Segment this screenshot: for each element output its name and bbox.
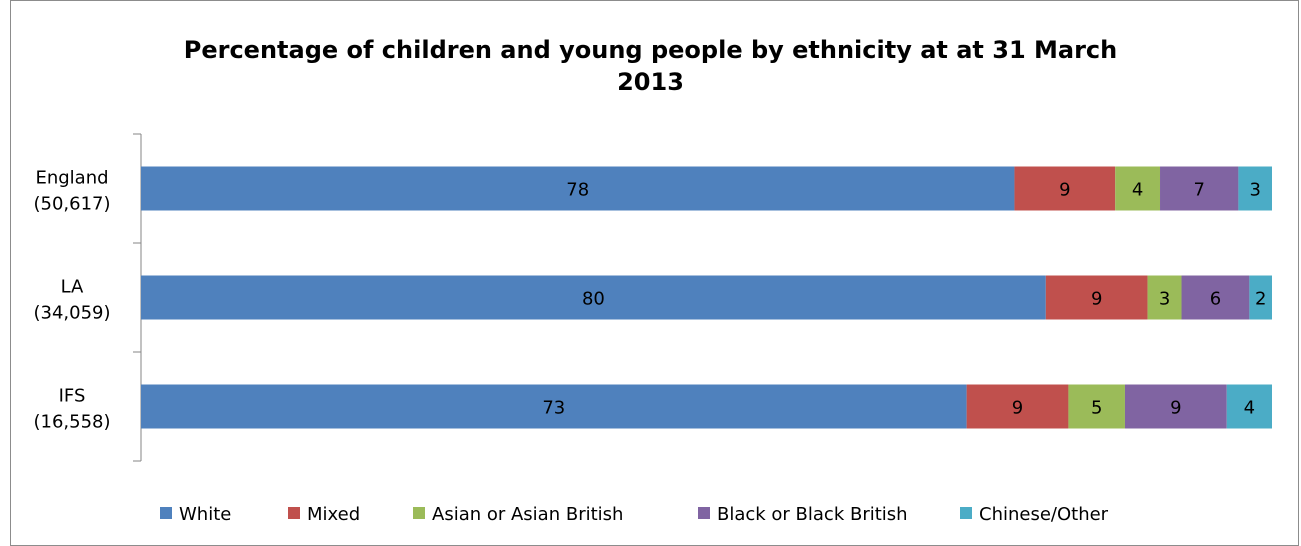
data-label: 9 bbox=[1091, 289, 1102, 310]
data-label: 9 bbox=[1012, 398, 1023, 419]
chart-title-line2: 2013 bbox=[617, 68, 684, 96]
data-label: 73 bbox=[542, 398, 565, 419]
legend-swatch bbox=[160, 507, 172, 519]
legend-swatch bbox=[413, 507, 425, 519]
data-label: 5 bbox=[1091, 398, 1102, 419]
data-label: 4 bbox=[1132, 180, 1143, 201]
bar-segment-mixed bbox=[1045, 275, 1148, 320]
bar-segment-white bbox=[141, 166, 1015, 211]
data-label: 7 bbox=[1193, 180, 1204, 201]
bar-segment-chinese-other bbox=[1238, 166, 1272, 211]
data-label: 80 bbox=[582, 289, 605, 310]
category-label-line1: IFS bbox=[59, 386, 86, 407]
bar-segment-black-or-black-british bbox=[1181, 275, 1250, 320]
chart-title: Percentage of children and young people … bbox=[0, 34, 1301, 98]
bar-segment-white bbox=[141, 275, 1046, 320]
category-label-line1: England bbox=[35, 168, 108, 189]
bar-segment-white bbox=[141, 384, 967, 429]
chart-title-line1: Percentage of children and young people … bbox=[183, 36, 1118, 64]
bar-segment-asian-or-asian-british bbox=[1068, 384, 1125, 429]
legend-label: Mixed bbox=[307, 504, 360, 525]
category-label-line1: LA bbox=[61, 277, 84, 298]
bar-segment-black-or-black-british bbox=[1124, 384, 1227, 429]
data-label: 3 bbox=[1159, 289, 1170, 310]
legend-swatch bbox=[288, 507, 300, 519]
legend-label: Asian or Asian British bbox=[432, 504, 623, 525]
chart-frame bbox=[10, 0, 1299, 546]
bar-segment-mixed bbox=[1014, 166, 1116, 211]
bar-segment-mixed bbox=[966, 384, 1069, 429]
legend-swatch bbox=[698, 507, 710, 519]
data-label: 3 bbox=[1249, 180, 1260, 201]
category-label-line2: (16,558) bbox=[33, 412, 110, 433]
legend-label: Black or Black British bbox=[717, 504, 908, 525]
legend-label: White bbox=[179, 504, 231, 525]
data-label: 9 bbox=[1170, 398, 1181, 419]
data-label: 2 bbox=[1255, 289, 1266, 310]
data-label: 9 bbox=[1059, 180, 1070, 201]
data-label: 6 bbox=[1210, 289, 1221, 310]
bar-segment-chinese-other bbox=[1249, 275, 1272, 320]
legend-label: Chinese/Other bbox=[979, 504, 1109, 525]
data-label: 78 bbox=[566, 180, 589, 201]
bar-segment-chinese-other bbox=[1226, 384, 1272, 429]
category-label-line2: (50,617) bbox=[33, 194, 110, 215]
bar-segment-black-or-black-british bbox=[1160, 166, 1239, 211]
category-label-line2: (34,059) bbox=[33, 303, 110, 324]
legend-swatch bbox=[960, 507, 972, 519]
data-label: 4 bbox=[1244, 398, 1255, 419]
bar-segment-asian-or-asian-british bbox=[1115, 166, 1161, 211]
bar-segment-asian-or-asian-british bbox=[1147, 275, 1182, 320]
